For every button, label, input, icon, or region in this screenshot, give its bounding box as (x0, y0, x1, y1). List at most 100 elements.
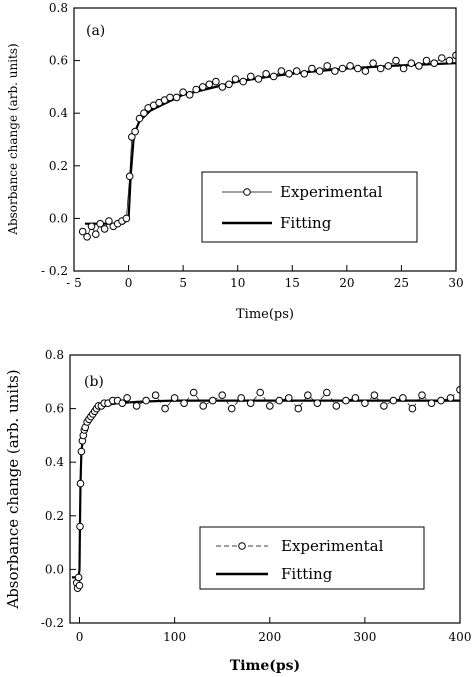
experimental-data-point (407, 59, 416, 68)
experimental-data-point (415, 62, 423, 70)
x-tick-label: 30 (448, 276, 463, 290)
y-tick-label: 0.0 (45, 562, 64, 576)
experimental-data-point (427, 399, 436, 408)
panel-a-legend-box (201, 171, 418, 243)
experimental-data-point (294, 404, 303, 413)
experimental-data-point (77, 447, 86, 456)
experimental-data-point (315, 67, 324, 75)
panel-b-legend-box (199, 526, 425, 590)
x-tick-label: 15 (285, 276, 300, 290)
experimental-data-point (437, 396, 445, 405)
experimental-data-point (122, 214, 131, 223)
panel-a-xlabel: Time(ps) (236, 307, 294, 322)
experimental-data-point (151, 391, 160, 400)
experimental-data-point (313, 399, 322, 408)
experimental-data-point (256, 388, 265, 397)
experimental-data-point (304, 391, 312, 400)
panel-a-ylabel: Absorbance change (arb. units) (6, 43, 20, 235)
experimental-data-point (78, 227, 87, 236)
experimental-data-point (438, 54, 446, 62)
experimental-data-point (135, 114, 144, 123)
y-tick-label: 0.0 (49, 211, 68, 225)
experimental-data-point (83, 233, 91, 241)
y-tick-label: 0.6 (49, 54, 68, 68)
experimental-data-point (74, 573, 83, 582)
experimental-data-point (452, 51, 456, 60)
panel-a-plot-area (78, 51, 456, 241)
legend-fitting-label: Fitting (281, 565, 333, 583)
experimental-data-point (332, 402, 341, 410)
experimental-data-point (227, 404, 236, 413)
x-tick-label: 400 (449, 630, 472, 644)
experimental-data-point (231, 75, 240, 83)
experimental-data-point (166, 93, 174, 102)
experimental-data-point (208, 396, 217, 405)
y-tick-label: 0.4 (49, 106, 68, 120)
x-tick-label: 200 (258, 630, 281, 644)
experimental-data-point (446, 394, 455, 402)
experimental-data-point (346, 62, 354, 70)
experimental-data-point (76, 522, 84, 531)
experimental-data-point (125, 172, 134, 181)
experimental-data-point (445, 56, 454, 65)
experimental-data-point (380, 402, 388, 410)
x-tick-label: 10 (230, 276, 245, 290)
y-tick-label: - 0.2 (41, 264, 68, 278)
experimental-data-point (118, 399, 127, 408)
panel-a-label: (a) (86, 23, 105, 39)
legend-experimental-marker (238, 542, 246, 550)
experimental-data-point (418, 391, 426, 400)
experimental-data-point (218, 391, 226, 400)
experimental-data-point (128, 133, 136, 141)
experimental-data-point (408, 404, 417, 413)
y-tick-label: 0.6 (45, 402, 64, 416)
panel-b-xlabel: Time(ps) (230, 658, 300, 674)
experimental-data-point (185, 91, 194, 99)
experimental-data-point (285, 70, 293, 78)
experimental-data-point (199, 402, 207, 410)
experimental-data-point (100, 225, 109, 233)
experimental-data-point (384, 62, 393, 70)
experimental-data-point (123, 394, 131, 402)
experimental-data-point (218, 83, 227, 91)
experimental-data-point (300, 70, 309, 78)
experimental-data-point (269, 72, 278, 81)
experimental-data-point (275, 396, 284, 405)
panel-b-axes: 0 100 200 300 400 -0.2 0.0 0.2 0.4 0.6 0.8 (41, 348, 472, 644)
experimental-data-point (142, 396, 150, 405)
experimental-data-point (179, 88, 187, 96)
experimental-data-point (308, 64, 316, 73)
y-tick-label: 0.2 (45, 509, 64, 523)
experimental-data-point (180, 399, 188, 408)
experimental-data-point (247, 72, 255, 81)
legend-experimental-label: Experimental (280, 183, 383, 201)
x-tick-label: 0 (76, 630, 84, 644)
experimental-data-point (351, 394, 360, 402)
experimental-data-point (75, 581, 84, 590)
experimental-data-point (237, 394, 245, 402)
experimental-data-point (76, 479, 85, 488)
y-tick-label: 0.4 (45, 455, 64, 469)
panel-b-frame (69, 354, 461, 624)
experimental-data-point (212, 77, 220, 86)
y-tick-label: 0.8 (49, 1, 68, 15)
experimental-data-point (338, 64, 347, 73)
experimental-data-point (323, 388, 331, 397)
panel-a-legend: Experimental Fitting (201, 171, 418, 243)
experimental-data-point (370, 391, 379, 400)
experimental-data-point (361, 399, 369, 408)
experimental-data-point (354, 64, 362, 73)
experimental-data-point (132, 402, 141, 410)
legend-experimental-marker (243, 188, 251, 196)
x-tick-label: - 5 (66, 276, 82, 290)
panel-b-label: (b) (84, 374, 104, 390)
panel-b-ylabel: Absorbance change (arb. units) (4, 369, 22, 609)
x-tick-label: 100 (163, 630, 186, 644)
experimental-data-point (430, 59, 439, 68)
experimental-data-point (399, 64, 408, 73)
panel-b-legend: Experimental Fitting (199, 526, 425, 590)
experimental-data-point (285, 394, 293, 402)
experimental-data-point (262, 70, 270, 78)
x-tick-label: 20 (339, 276, 354, 290)
experimental-data-point (239, 77, 247, 86)
